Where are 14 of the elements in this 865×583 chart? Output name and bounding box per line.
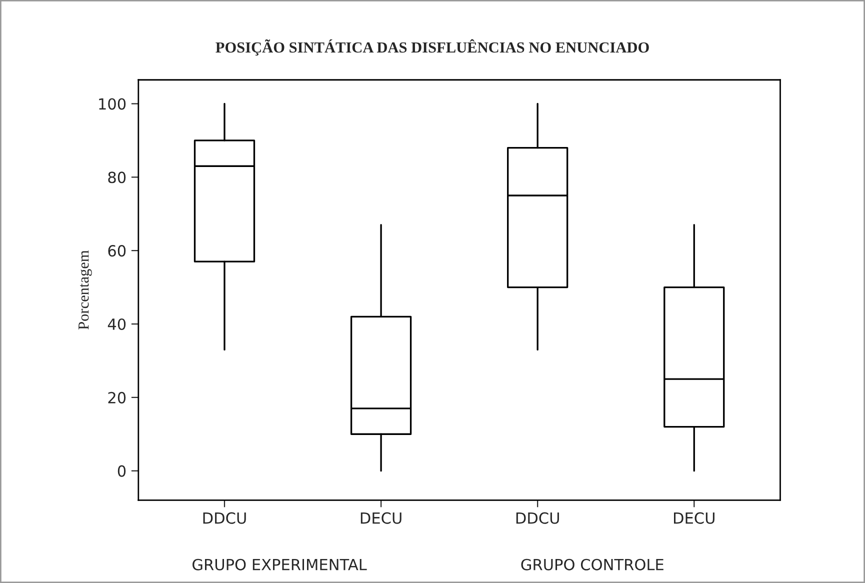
x-tick-label: DECU bbox=[674, 512, 714, 524]
x-tick-label: DECU bbox=[360, 512, 402, 524]
x-tick-label: DDCU bbox=[203, 512, 246, 524]
x-tick-label: DDCU bbox=[516, 512, 559, 524]
text: GRUPO EXPERIMENTAL bbox=[192, 558, 367, 570]
y-axis-title: Porcentagem bbox=[78, 250, 92, 330]
y-tick-label: 0 bbox=[118, 465, 126, 477]
y-tick-label: 20 bbox=[108, 392, 126, 404]
y-tick-label: 60 bbox=[108, 245, 126, 257]
chart-title: POSIÇÃO SINTÁTICA DAS DISFLUÊNCIAS NO ENUNCIADO bbox=[216, 39, 649, 56]
y-tick-label: 80 bbox=[108, 172, 126, 184]
text: GRUPO CONTROLE bbox=[521, 558, 664, 570]
y-tick-label: 100 bbox=[99, 98, 126, 110]
y-tick-label: 40 bbox=[108, 318, 126, 330]
